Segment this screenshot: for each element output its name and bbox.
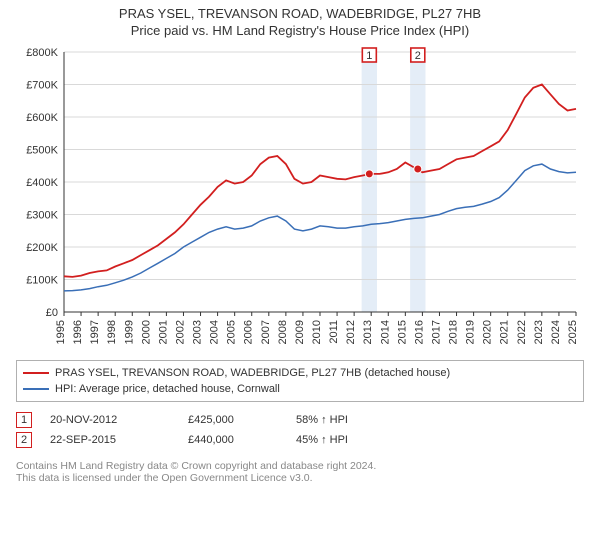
svg-text:2010: 2010	[311, 320, 323, 344]
svg-text:2025: 2025	[567, 320, 579, 344]
chart-titles: PRAS YSEL, TREVANSON ROAD, WADEBRIDGE, P…	[0, 0, 600, 38]
svg-text:1997: 1997	[89, 320, 101, 344]
chart-container: £0 £100K £200K £300K £400K £500K £600K £700K £80…	[16, 44, 584, 354]
transaction-date: 22-SEP-2015	[50, 434, 170, 446]
svg-text:2021: 2021	[499, 320, 511, 344]
svg-text:1998: 1998	[106, 320, 118, 344]
svg-text:£100K: £100K	[26, 275, 58, 287]
transactions-table: 1 20-NOV-2012 £425,000 58% ↑ HPI 2 22-SE…	[16, 410, 584, 450]
svg-text:2014: 2014	[379, 320, 391, 344]
svg-text:2018: 2018	[448, 320, 460, 344]
transaction-index-badge: 1	[16, 412, 32, 428]
price-chart: £0 £100K £200K £300K £400K £500K £600K £700K £80…	[16, 44, 584, 354]
svg-text:£700K: £700K	[26, 80, 58, 92]
footnote-line: This data is licensed under the Open Gov…	[16, 472, 584, 484]
svg-text:1996: 1996	[72, 320, 84, 344]
svg-text:2008: 2008	[277, 320, 289, 344]
svg-text:£0: £0	[46, 307, 58, 319]
svg-text:£600K: £600K	[26, 112, 58, 124]
title-sub: Price paid vs. HM Land Registry's House …	[0, 23, 600, 38]
svg-text:2002: 2002	[174, 320, 186, 344]
title-main: PRAS YSEL, TREVANSON ROAD, WADEBRIDGE, P…	[0, 6, 600, 21]
svg-text:2001: 2001	[157, 320, 169, 344]
svg-text:2019: 2019	[465, 320, 477, 344]
transaction-index: 1	[21, 414, 27, 426]
svg-text:2015: 2015	[396, 320, 408, 344]
svg-text:2012: 2012	[345, 320, 357, 344]
transaction-row: 1 20-NOV-2012 £425,000 58% ↑ HPI	[16, 410, 584, 430]
svg-text:2007: 2007	[260, 320, 272, 344]
svg-text:£300K: £300K	[26, 210, 58, 222]
transaction-index-badge: 2	[16, 432, 32, 448]
svg-text:2023: 2023	[533, 320, 545, 344]
transaction-delta: 58% ↑ HPI	[296, 414, 406, 426]
svg-text:2013: 2013	[362, 320, 374, 344]
svg-text:2004: 2004	[209, 320, 221, 344]
transaction-index: 2	[21, 434, 27, 446]
svg-text:2020: 2020	[482, 320, 494, 344]
svg-text:2006: 2006	[243, 320, 255, 344]
transaction-date: 20-NOV-2012	[50, 414, 170, 426]
transaction-price: £440,000	[188, 434, 278, 446]
legend-item-hpi: HPI: Average price, detached house, Corn…	[23, 381, 577, 397]
svg-text:1: 1	[366, 50, 372, 62]
legend-label: HPI: Average price, detached house, Corn…	[55, 383, 280, 395]
footnotes: Contains HM Land Registry data © Crown c…	[16, 460, 584, 484]
legend-label: PRAS YSEL, TREVANSON ROAD, WADEBRIDGE, P…	[55, 367, 450, 379]
svg-text:2011: 2011	[328, 320, 340, 344]
svg-text:1995: 1995	[55, 320, 67, 344]
transaction-price: £425,000	[188, 414, 278, 426]
legend-swatch	[23, 372, 49, 374]
svg-text:2003: 2003	[192, 320, 204, 344]
svg-text:£200K: £200K	[26, 242, 58, 254]
svg-text:2005: 2005	[226, 320, 238, 344]
footnote-line: Contains HM Land Registry data © Crown c…	[16, 460, 584, 472]
transaction-delta: 45% ↑ HPI	[296, 434, 406, 446]
svg-text:£400K: £400K	[26, 177, 58, 189]
transaction-row: 2 22-SEP-2015 £440,000 45% ↑ HPI	[16, 430, 584, 450]
svg-text:1999: 1999	[123, 320, 135, 344]
legend-box: PRAS YSEL, TREVANSON ROAD, WADEBRIDGE, P…	[16, 360, 584, 402]
svg-text:2017: 2017	[430, 320, 442, 344]
svg-text:£800K: £800K	[26, 47, 58, 59]
svg-text:2: 2	[415, 50, 421, 62]
svg-text:2016: 2016	[413, 320, 425, 344]
svg-text:£500K: £500K	[26, 145, 58, 157]
legend-swatch	[23, 388, 49, 390]
svg-text:2009: 2009	[294, 320, 306, 344]
svg-text:2000: 2000	[140, 320, 152, 344]
svg-text:2024: 2024	[550, 320, 562, 344]
svg-text:2022: 2022	[516, 320, 528, 344]
legend-item-property: PRAS YSEL, TREVANSON ROAD, WADEBRIDGE, P…	[23, 365, 577, 381]
